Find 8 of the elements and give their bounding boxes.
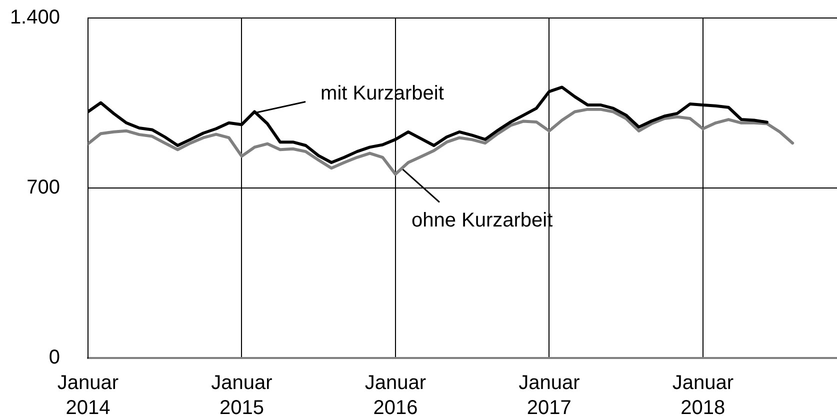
- x-tick-label: Januar 2017: [518, 372, 580, 418]
- y-tick-label: 1.400: [10, 6, 60, 29]
- x-tick-label: Januar 2015: [211, 372, 273, 418]
- x-tick-label: Januar 2016: [364, 372, 426, 418]
- x-tick-label: Januar 2018: [672, 372, 734, 418]
- y-tick-label: 0: [48, 346, 60, 369]
- y-tick-label: 700: [26, 176, 60, 199]
- x-tick-label: Januar 2014: [57, 372, 119, 418]
